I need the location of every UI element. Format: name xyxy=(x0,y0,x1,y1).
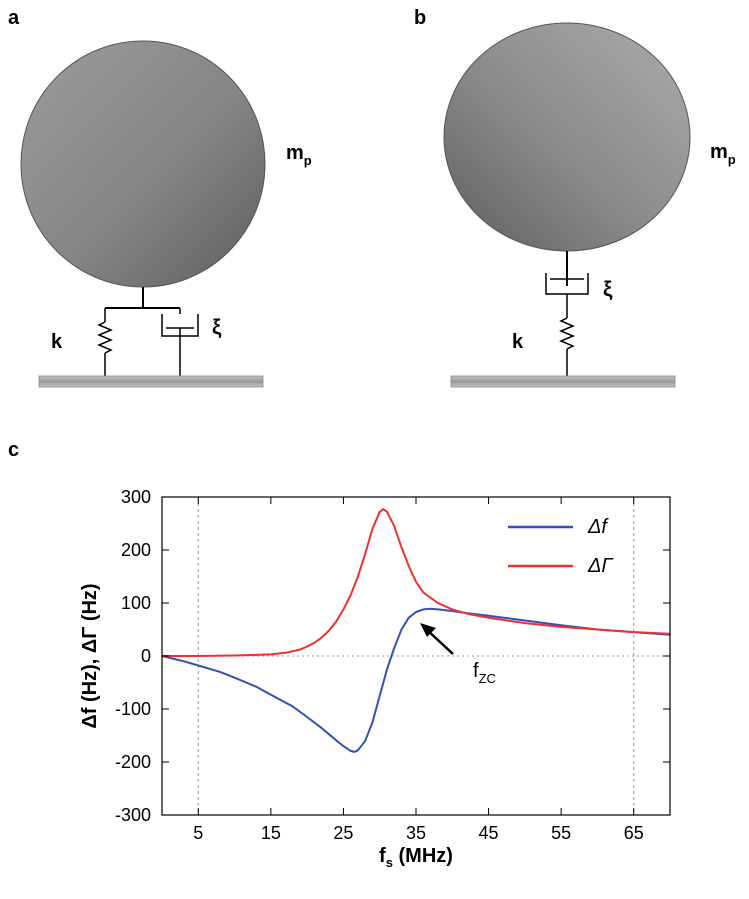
damper-b xyxy=(545,273,589,318)
fzc-label: fZC xyxy=(473,660,496,686)
panel-a-letter: a xyxy=(8,7,20,29)
panel-c-letter: c xyxy=(8,439,19,461)
panel-b: b mp ξ k xyxy=(414,7,736,388)
x-tick-label: 35 xyxy=(406,823,426,843)
y-tick-label: -300 xyxy=(115,805,151,825)
x-tick-label: 55 xyxy=(551,823,571,843)
substrate-a xyxy=(38,375,264,388)
fzc-arrow-head xyxy=(420,623,436,637)
panel-b-letter: b xyxy=(414,7,426,29)
chart-series xyxy=(161,508,671,753)
mass-label-a: mp xyxy=(286,142,312,168)
damper-label-b: ξ xyxy=(603,278,613,301)
substrate-b xyxy=(450,375,676,388)
legend-label-delta-f: Δf xyxy=(587,516,609,538)
x-tick-label: 45 xyxy=(479,823,499,843)
y-tick-label: 0 xyxy=(141,646,151,666)
mass-sphere-b xyxy=(443,22,691,252)
damper-label-a: ξ xyxy=(212,316,222,339)
series-line-delta-gamma xyxy=(162,508,671,657)
x-axis-label: fs (MHz) xyxy=(379,845,453,870)
damper-a xyxy=(161,308,199,376)
x-tick-label: 5 xyxy=(193,823,203,843)
spring-label-a: k xyxy=(51,331,63,353)
panel-c: c 5 15 25 35 45 55 65 -300 -200 -100 0 100 200 300 fs… xyxy=(8,439,671,870)
panel-a: a mp k ξ xyxy=(8,7,312,388)
legend: Δf ΔΓ xyxy=(508,516,614,577)
y-tick-label: -200 xyxy=(115,752,151,772)
legend-label-delta-gamma: ΔΓ xyxy=(587,555,614,577)
fzc-annotation: fZC xyxy=(420,623,496,686)
spring-label-b: k xyxy=(512,331,524,353)
spring-a xyxy=(97,308,113,376)
y-tick-label: -100 xyxy=(115,699,151,719)
x-tick-label: 15 xyxy=(261,823,281,843)
y-axis-label: Δf (Hz), ΔΓ (Hz) xyxy=(79,583,101,728)
x-tick-label: 65 xyxy=(624,823,644,843)
y-tick-label: 100 xyxy=(121,593,151,613)
y-tick-label: 300 xyxy=(121,487,151,507)
mass-sphere-a xyxy=(20,40,266,288)
chart-ticks: 5 15 25 35 45 55 65 -300 -200 -100 0 100 200 300 xyxy=(115,487,670,843)
y-tick-label: 200 xyxy=(121,540,151,560)
mass-label-b: mp xyxy=(710,141,736,167)
spring-b xyxy=(559,317,575,376)
x-tick-label: 25 xyxy=(333,823,353,843)
series-line-delta-f xyxy=(161,607,671,753)
